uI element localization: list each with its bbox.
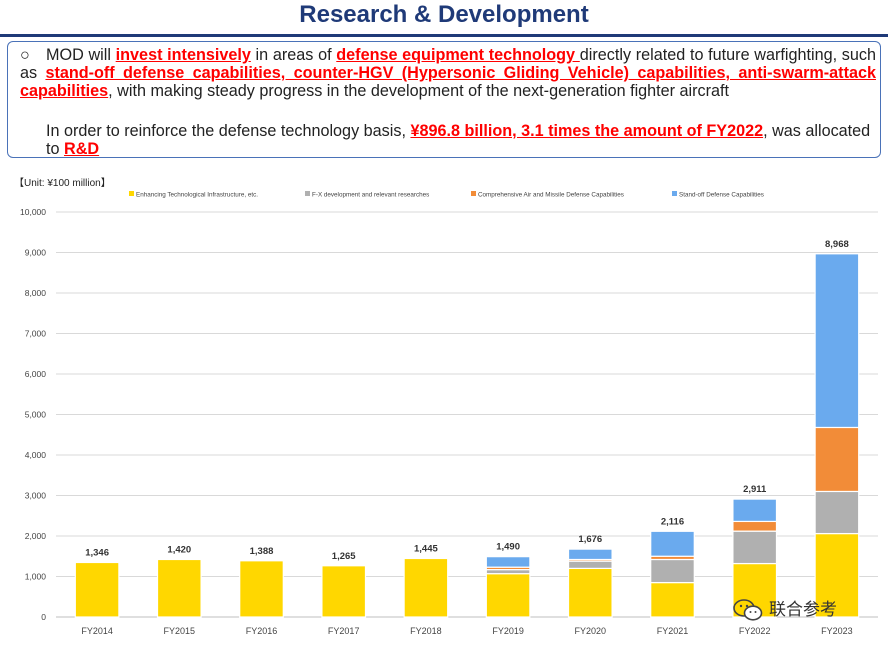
highlighted-text: stand-off defense capabilities, counter-…: [20, 64, 876, 100]
y-tick-label: 0: [41, 612, 46, 622]
bar-total-label: 2,911: [743, 484, 767, 495]
bar-total-label: 1,676: [578, 534, 602, 545]
bar-segment: [732, 498, 778, 523]
y-tick-label: 6,000: [25, 369, 47, 379]
bar-segment: [732, 530, 778, 565]
legend-swatch: [672, 191, 677, 196]
bar-segment: [814, 253, 860, 429]
bar-segment: [814, 490, 860, 535]
legend-label: F-X development and relevant researches: [312, 192, 429, 199]
summary-paragraph-2: In order to reinforce the defense techno…: [46, 122, 880, 158]
legend-label: Stand-off Defense Capabilities: [679, 192, 764, 199]
y-tick-label: 10,000: [20, 207, 46, 217]
bar-segment: [485, 556, 531, 568]
page-title: Research & Development: [299, 1, 589, 28]
legend-swatch: [129, 191, 134, 196]
legend-swatch: [305, 191, 310, 196]
x-tick-label: FY2020: [575, 626, 607, 636]
x-tick-label: FY2019: [492, 626, 524, 636]
x-tick-label: FY2023: [821, 626, 853, 636]
bar-segment: [567, 567, 613, 618]
x-tick-label: FY2018: [410, 626, 442, 636]
summary-line-1: MOD will invest intensively in areas of …: [20, 46, 876, 100]
bar-segment: [156, 558, 202, 618]
summary-text: in areas of: [250, 46, 337, 64]
x-tick-label: FY2016: [246, 626, 278, 636]
highlighted-text: defense equipment technology: [336, 46, 580, 64]
summary-text: directly related to future warfighting, …: [20, 46, 876, 82]
bar-total-label: 1,445: [414, 543, 438, 554]
x-tick-label: FY2017: [328, 626, 360, 636]
bar-total-label: 1,265: [332, 551, 356, 562]
bar-segment: [814, 426, 860, 493]
wechat-logo-icon: [733, 599, 763, 621]
rd-budget-stacked-bar-chart: 0 1,000 2,000 3,000 4,000 5,000 6,000 7,000 8,00…: [20, 191, 878, 636]
y-tick-label: 9,000: [25, 248, 47, 258]
summary-text: In order to reinforce the defense techno…: [46, 122, 411, 140]
y-tick-label: 5,000: [25, 410, 47, 420]
summary-text: , with making steady progress in the dev…: [108, 82, 730, 100]
unit-label: 【Unit: ¥100 million】: [14, 178, 111, 189]
bar-segment: [814, 532, 860, 618]
bar-segment: [485, 573, 531, 618]
bar-total-label: 8,968: [825, 239, 849, 250]
watermark: 联合参考: [733, 598, 837, 622]
y-tick-label: 8,000: [25, 288, 47, 298]
watermark-text: 联合参考: [769, 600, 837, 620]
legend-label: Comprehensive Air and Missile Defense Ca…: [478, 192, 624, 199]
y-tick-label: 7,000: [25, 329, 47, 339]
bar-total-label: 1,346: [85, 547, 109, 558]
bar-segment: [567, 560, 613, 569]
y-tick-label: 4,000: [25, 450, 47, 460]
x-tick-label: FY2015: [164, 626, 196, 636]
bar-segment: [650, 581, 695, 618]
bar-segment: [403, 557, 449, 618]
bar-segment: [650, 530, 695, 557]
bar-segment: [485, 569, 531, 575]
bar-total-label: 2,116: [661, 516, 684, 527]
x-tick-label: FY2021: [657, 626, 689, 636]
bar-total-label: 1,388: [250, 546, 274, 557]
summary-text: MOD will: [46, 46, 116, 64]
title-underline: [0, 34, 888, 37]
x-tick-label: FY2014: [81, 626, 113, 636]
bar-segment: [239, 560, 284, 618]
y-tick-label: 3,000: [25, 491, 47, 501]
bar-segment: [732, 520, 778, 532]
legend-label: Enhancing Technological Infrastructure, …: [136, 192, 258, 199]
bullet-circle-icon: ○: [20, 46, 30, 64]
summary-box: ○ MOD will invest intensively in areas of…: [7, 41, 881, 158]
bar-total-label: 1,490: [496, 542, 520, 553]
bar-segment: [650, 558, 695, 584]
legend-swatch: [471, 191, 476, 196]
highlighted-text: ¥896.8 billion, 3.1 times the amount of …: [410, 122, 764, 140]
bar-segment: [321, 565, 367, 618]
bar-segment: [567, 548, 613, 561]
highlighted-text: R&D: [64, 140, 100, 158]
x-tick-label: FY2022: [739, 626, 771, 636]
highlighted-text: invest intensively: [115, 46, 251, 64]
y-tick-label: 2,000: [25, 531, 47, 541]
bar-segment: [74, 561, 120, 618]
bar-total-label: 1,420: [167, 544, 191, 555]
y-tick-label: 1,000: [25, 572, 47, 582]
summary-text: , was allocated to: [46, 122, 871, 158]
summary-paragraph-1: ○ MOD will invest intensively in areas of…: [20, 46, 876, 100]
